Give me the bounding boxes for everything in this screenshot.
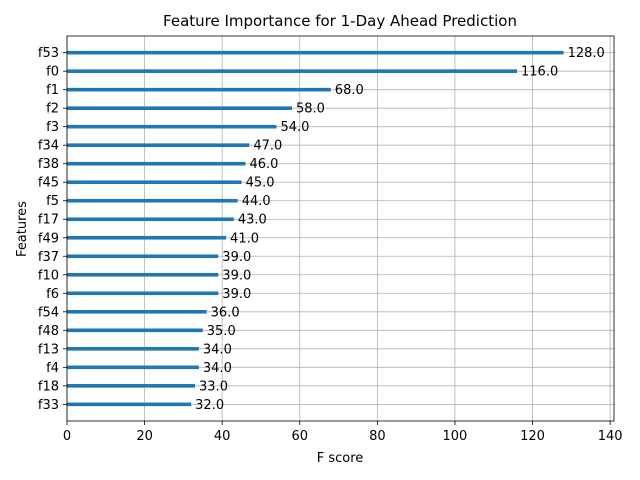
x-tick-label: 60: [291, 429, 308, 444]
x-tick-label: 120: [520, 429, 545, 444]
y-tick-label-f37: f37: [38, 250, 59, 265]
y-tick-label-f45: f45: [38, 176, 59, 191]
bar-f10: [67, 272, 219, 277]
bar-f53: [67, 50, 564, 55]
bar-f5: [67, 198, 238, 203]
chart-title: Feature Importance for 1-Day Ahead Predi…: [163, 12, 517, 30]
y-tick-label-f3: f3: [46, 120, 59, 135]
value-label-f5: 44.0: [242, 194, 271, 209]
value-label-f37: 39.0: [222, 250, 251, 265]
bar-f6: [67, 291, 219, 296]
bar-f37: [67, 254, 219, 259]
x-tick-label: 100: [443, 429, 468, 444]
y-axis-label: Features: [15, 201, 30, 257]
y-tick-label-f48: f48: [38, 324, 59, 339]
value-label-f10: 39.0: [222, 268, 251, 283]
value-label-f53: 128.0: [568, 46, 605, 61]
value-label-f6: 39.0: [222, 287, 251, 302]
y-tick-label-f54: f54: [38, 305, 59, 320]
bar-f2: [67, 106, 293, 110]
y-tick-label-f4: f4: [46, 361, 59, 376]
bar-f1: [67, 87, 331, 92]
value-label-f48: 35.0: [207, 324, 236, 339]
value-label-f1: 68.0: [335, 83, 364, 98]
value-label-f34: 47.0: [253, 139, 282, 154]
bar-layer: 128.0 116.0 68.0 58.0 54.0 47.0 46.0 45.0 44.0 43…: [67, 46, 605, 413]
value-label-f17: 43.0: [238, 213, 267, 228]
y-tick-label-f0: f0: [46, 65, 59, 80]
value-label-f0: 116.0: [521, 65, 558, 80]
bar-f54: [67, 309, 207, 314]
bar-f4: [67, 365, 199, 370]
y-tick-label-f17: f17: [38, 213, 59, 228]
bar-f49: [67, 235, 227, 240]
y-tick-label-f49: f49: [38, 231, 59, 246]
y-tick-label-f10: f10: [38, 268, 59, 283]
value-label-f45: 45.0: [246, 176, 275, 191]
value-label-f33: 32.0: [195, 398, 224, 413]
x-tick-label: 140: [598, 429, 623, 444]
value-label-f3: 54.0: [280, 120, 309, 135]
x-tick-label: 80: [369, 429, 386, 444]
y-tick-label-f34: f34: [38, 139, 59, 154]
value-label-f2: 58.0: [296, 102, 325, 117]
bar-f38: [67, 161, 246, 166]
bar-f34: [67, 143, 250, 148]
y-tick-label-f53: f53: [38, 46, 59, 61]
y-tick-label-f33: f33: [38, 398, 59, 413]
bar-f3: [67, 124, 277, 129]
value-label-f54: 36.0: [211, 305, 240, 320]
value-label-f18: 33.0: [199, 379, 228, 394]
plot-frame: [66, 35, 615, 422]
bar-f45: [67, 180, 242, 185]
bar-f0: [67, 69, 518, 73]
y-tick-label-f13: f13: [38, 342, 59, 357]
value-label-f4: 34.0: [203, 361, 232, 376]
x-tick-label: 40: [214, 429, 231, 444]
value-label-f13: 34.0: [203, 342, 232, 357]
axis-layer: 0 20 40 60 80 100 120 140 f53 f0 f1 f2 f3 f34 f38 f45 f5…: [38, 35, 623, 444]
y-tick-label-f18: f18: [38, 379, 59, 394]
y-tick-label-f5: f5: [46, 194, 59, 209]
x-tick-label: 0: [63, 429, 71, 444]
y-tick-label-f2: f2: [46, 102, 59, 117]
y-tick-label-f6: f6: [46, 287, 59, 302]
bar-f33: [67, 402, 192, 407]
x-axis-label: F score: [317, 451, 364, 466]
bar-f18: [67, 384, 196, 388]
bar-f17: [67, 217, 234, 222]
x-tick-label: 20: [136, 429, 153, 444]
y-tick-label-f38: f38: [38, 157, 59, 172]
y-tick-label-f1: f1: [46, 83, 59, 98]
bar-f48: [67, 328, 203, 333]
value-label-f38: 46.0: [249, 157, 278, 172]
value-label-f49: 41.0: [230, 231, 259, 246]
bar-f13: [67, 347, 199, 351]
